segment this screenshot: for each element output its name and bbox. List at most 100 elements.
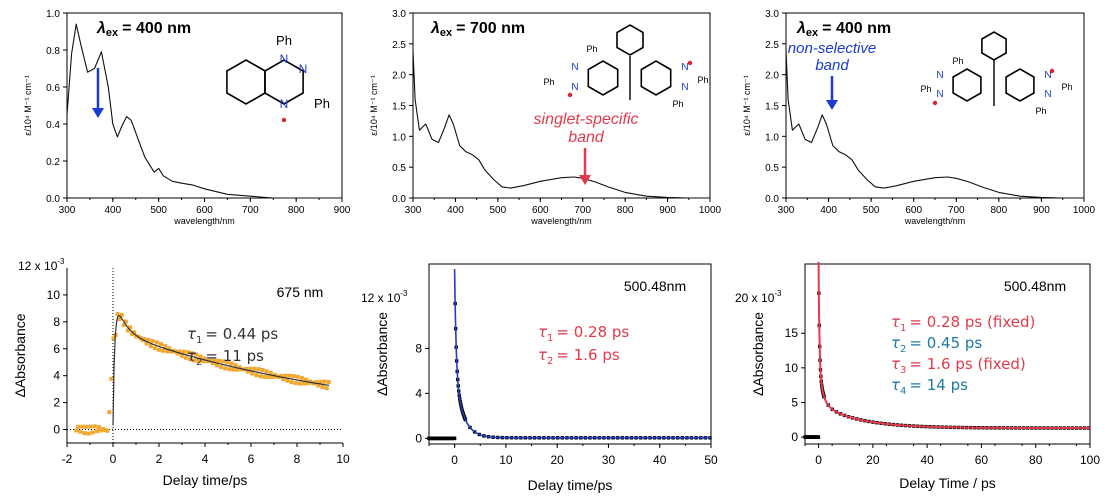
radical-dot <box>687 60 693 66</box>
y-tick-label: 2.0 <box>392 71 406 82</box>
y-tick-label: 10 <box>785 361 799 375</box>
data-point <box>74 428 79 433</box>
tau-value: = 0.28 ps (fixed) <box>909 313 1035 331</box>
y-tick-label: 0 <box>415 431 422 445</box>
y-tick-label: 5 <box>791 395 798 409</box>
band-label-line2: band <box>815 57 849 74</box>
data-point <box>303 377 308 382</box>
data-point <box>316 383 321 388</box>
kinetics-panel-1: -2 0 2 4 6 8 10 0 2 4 6 8 10 Delay time/ps ΔAbsorbance <box>12 268 350 488</box>
x-tick-label: 60 <box>975 453 989 467</box>
data-point <box>183 355 188 360</box>
data-point <box>816 435 821 439</box>
tau3-label-3: τ3 = 1.6 ps (fixed) <box>891 355 1026 376</box>
x-axis-label: wavelength/nm <box>173 216 235 226</box>
y-tick-label: 3.0 <box>392 9 406 20</box>
data-point <box>270 374 275 379</box>
tau-value: = 0.44 ps <box>205 325 278 343</box>
y-tick-label: 0.0 <box>46 194 60 205</box>
data-point <box>254 373 259 378</box>
atom-label: Ph <box>697 75 708 85</box>
benzene-ring <box>226 59 266 105</box>
atom-label: N <box>1044 89 1051 100</box>
data-point <box>285 378 290 383</box>
y-axis-label: ε/10⁴ M⁻¹ cm⁻¹ <box>742 75 752 135</box>
data-point <box>227 367 232 372</box>
tau1-label-1: τ1 = 0.44 ps <box>187 325 278 346</box>
atom-label: N <box>936 70 943 81</box>
spectrum-panel-2: 300 400 500 600 700 800 900 1000 0.0 0.5 1.0 1.5 2.0… <box>369 9 722 226</box>
x-tick-label: 80 <box>1029 453 1043 467</box>
atom-label: N <box>280 97 289 111</box>
atom-label: N <box>299 62 308 76</box>
data-point <box>202 356 207 361</box>
tau2-label-2: τ2 = 1.6 ps <box>538 346 620 367</box>
band-label-line1: non-selective <box>788 40 876 57</box>
y-tick-label: 0.5 <box>392 163 406 174</box>
x-tick-label: 1000 <box>1073 205 1096 216</box>
data-point <box>299 376 304 381</box>
tau-index: 3 <box>900 365 906 376</box>
atom-label: N <box>571 62 578 73</box>
exponent-sup: -3 <box>774 289 782 298</box>
band-arrow-3 <box>826 76 838 110</box>
atom-label: N <box>681 82 688 93</box>
x-tick-label: 30 <box>602 453 616 467</box>
data-point <box>150 339 155 344</box>
data-point <box>262 374 267 379</box>
data-point <box>260 367 265 372</box>
plot-frame <box>804 263 1091 445</box>
data-point <box>175 351 180 356</box>
y-tick-label: 0.0 <box>392 194 406 205</box>
atom-label: Ph <box>952 56 963 66</box>
atom-label: Ph <box>586 44 597 54</box>
probe-wavelength-3: 500.48nm <box>1004 278 1066 294</box>
x-tick-label: -2 <box>62 452 73 466</box>
lambda-symbol: λ <box>96 20 106 37</box>
data-point <box>144 341 149 346</box>
data-point <box>272 372 277 377</box>
atom-label: Ph <box>1035 106 1046 116</box>
data-point <box>326 379 331 384</box>
data-point <box>134 334 139 339</box>
x-tick-label: 10 <box>499 453 513 467</box>
atom-label: N <box>280 52 289 66</box>
tau1-label-2: τ1 = 0.28 ps <box>538 323 629 344</box>
data-point <box>163 344 168 349</box>
lambda-value: = 700 nm <box>456 20 525 37</box>
data-point <box>219 365 224 370</box>
data-point <box>295 374 300 379</box>
data-point <box>258 374 263 379</box>
data-point <box>78 429 83 434</box>
y-tick-label: 2 <box>53 396 60 410</box>
data-point <box>200 359 205 364</box>
kinetics-panel-3: 0 20 40 60 80 100 0 5 10 15 Delay Time / ps ΔAbsorb… <box>750 261 1100 491</box>
data-point <box>92 424 97 429</box>
data-point <box>154 340 159 345</box>
data-point <box>86 431 91 436</box>
data-point <box>196 358 201 363</box>
y-axis-label: ε/10⁴ M⁻¹ cm⁻¹ <box>23 75 33 135</box>
lambda-symbol: λ <box>796 20 806 37</box>
atom-label: Ph <box>276 33 292 48</box>
data-point <box>452 436 457 441</box>
x-tick-label: 400 <box>820 205 837 216</box>
x-tick-label: 900 <box>1033 205 1050 216</box>
y-tick-label: 8 <box>53 315 60 329</box>
y-axis-label: ε/10⁴ M⁻¹ cm⁻¹ <box>369 75 379 135</box>
y-scale-exponent-2: 12 x 10-3 <box>361 289 408 305</box>
ring-left <box>587 60 619 96</box>
tau-symbol: τ <box>891 355 901 373</box>
x-tick-label: 600 <box>532 205 549 216</box>
band-arrow-2 <box>579 148 591 185</box>
data-point <box>214 363 219 368</box>
spectrum-line <box>785 49 1084 199</box>
radical-dot <box>281 117 287 123</box>
data-point <box>177 349 182 354</box>
data-point <box>248 366 253 371</box>
data-point <box>169 349 174 354</box>
y-tick-label: 6 <box>53 342 60 356</box>
atom-label: N <box>571 82 578 93</box>
